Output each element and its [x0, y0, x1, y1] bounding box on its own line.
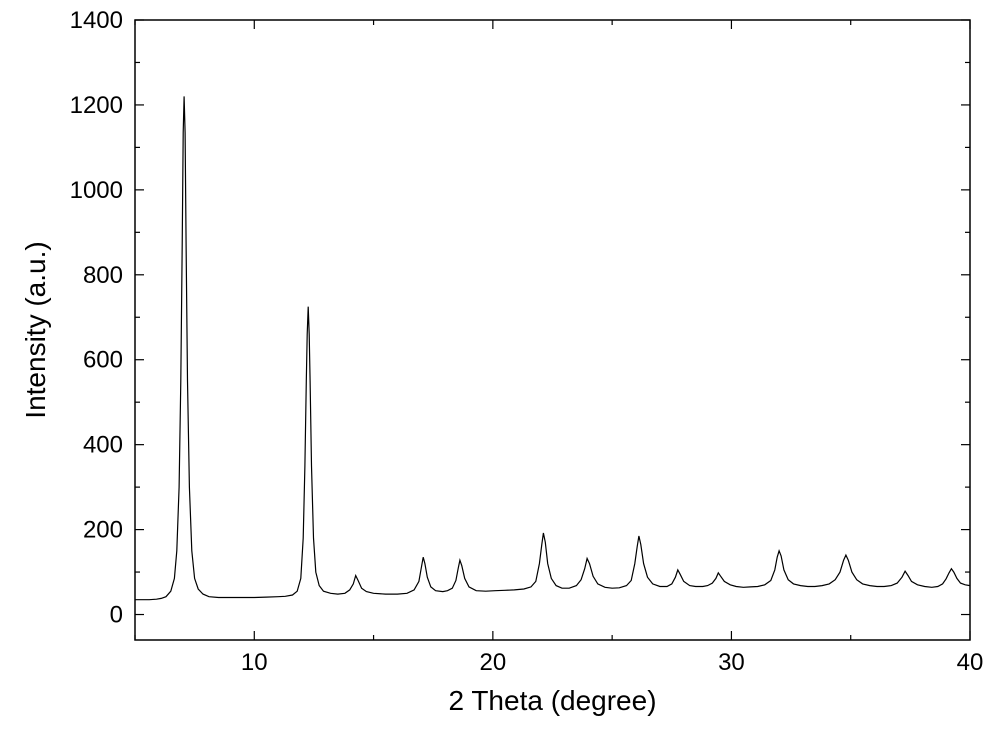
- svg-text:800: 800: [83, 262, 123, 289]
- svg-text:0: 0: [110, 602, 123, 629]
- svg-text:200: 200: [83, 517, 123, 544]
- svg-text:10: 10: [241, 649, 268, 676]
- plot-box: [135, 20, 970, 640]
- svg-text:20: 20: [480, 649, 507, 676]
- xrd-chart: 10 20 30 40 0 200 400 600 800 1000 1200 1400 2 The…: [0, 0, 1000, 738]
- svg-text:1400: 1400: [70, 7, 123, 34]
- svg-text:1000: 1000: [70, 177, 123, 204]
- svg-text:40: 40: [957, 649, 984, 676]
- x-ticks: [135, 20, 970, 640]
- svg-text:400: 400: [83, 432, 123, 459]
- y-ticks: [135, 20, 970, 615]
- x-tick-labels: 10 20 30 40: [241, 649, 983, 676]
- y-axis-label: Intensity (a.u.): [20, 241, 51, 418]
- svg-text:30: 30: [718, 649, 745, 676]
- chart-svg: 10 20 30 40 0 200 400 600 800 1000 1200 1400 2 The…: [0, 0, 1000, 738]
- xrd-line: [135, 96, 970, 599]
- y-tick-labels: 0 200 400 600 800 1000 1200 1400: [70, 7, 123, 629]
- svg-text:600: 600: [83, 347, 123, 374]
- x-axis-label: 2 Theta (degree): [448, 685, 656, 716]
- svg-text:1200: 1200: [70, 92, 123, 119]
